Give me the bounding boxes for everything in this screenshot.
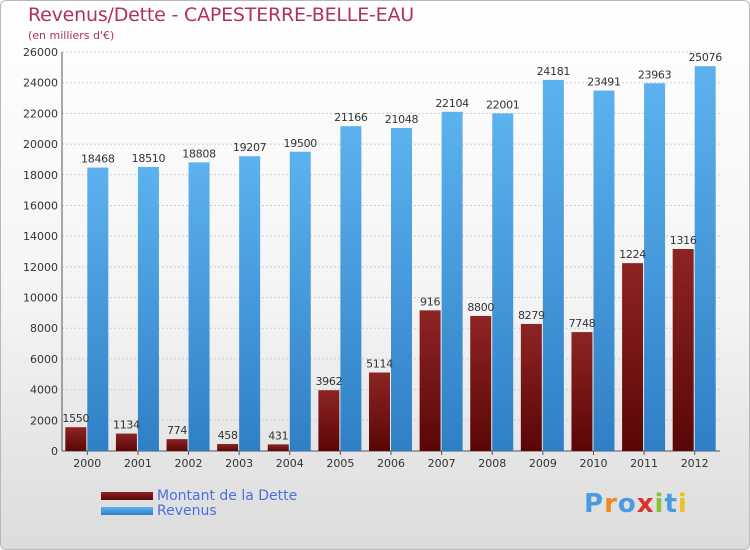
- logo-letter: r: [604, 489, 618, 519]
- data-label-dette-2004: 431: [268, 429, 288, 442]
- data-label-revenus-2008: 22001: [486, 98, 520, 111]
- bar-revenus-2005: [340, 126, 362, 452]
- y-tick-label: 2000: [30, 414, 58, 427]
- data-label-dette-2008: 8800: [467, 301, 494, 314]
- logo-letter: i: [654, 489, 665, 519]
- y-tick-label: 22000: [23, 107, 58, 120]
- chart-subtitle: (en milliers d'€): [28, 29, 115, 42]
- bar-revenus-2002: [188, 162, 210, 451]
- data-label-dette-2009: 8279: [518, 309, 545, 322]
- bar-revenus-2009: [542, 79, 564, 451]
- chart-title: Revenus/Dette - CAPESTERRE-BELLE-EAU: [28, 4, 414, 26]
- bar-revenus-2012: [694, 66, 716, 452]
- x-tick-label: 2010: [579, 457, 607, 470]
- y-tick-label: 14000: [23, 230, 58, 243]
- data-label-revenus-2002: 18808: [182, 147, 216, 160]
- data-label-revenus-2006: 21048: [385, 113, 419, 126]
- x-tick-label: 2009: [529, 457, 557, 470]
- data-label-revenus-2004: 19500: [284, 137, 318, 150]
- x-tick-label: 2008: [478, 457, 506, 470]
- data-label-revenus-2009: 24181: [537, 65, 571, 78]
- data-label-revenus-2011: 23963: [638, 68, 672, 81]
- data-label-dette-2005: 3962: [315, 375, 342, 388]
- bar-dette-2001: [115, 433, 137, 451]
- legend-swatch-revenus: [101, 506, 153, 515]
- y-tick-label: 20000: [23, 138, 58, 151]
- x-tick-label: 2000: [73, 457, 101, 470]
- bar-revenus-2008: [492, 113, 514, 452]
- y-tick-label: 24000: [23, 77, 58, 90]
- bar-revenus-2011: [644, 83, 666, 451]
- data-label-revenus-2000: 18468: [81, 153, 115, 166]
- bar-dette-2008: [470, 315, 492, 451]
- logo-letter: o: [617, 489, 637, 519]
- bar-dette-2006: [369, 372, 390, 451]
- data-label-dette-2006: 5114: [366, 358, 393, 371]
- bar-revenus-2006: [391, 127, 412, 452]
- bar-dette-2005: [318, 390, 340, 451]
- legend-item-revenus: Revenus: [101, 502, 297, 519]
- proxiti-logo: Proxiti: [584, 489, 688, 519]
- bar-revenus-2000: [87, 167, 109, 452]
- data-label-revenus-2001: 18510: [132, 152, 166, 165]
- data-label-revenus-2007: 22104: [435, 97, 469, 110]
- bar-revenus-2001: [137, 166, 159, 451]
- data-label-revenus-2005: 21166: [334, 111, 368, 124]
- legend-swatch-dette: [101, 491, 153, 500]
- logo-letter: x: [636, 489, 655, 519]
- y-tick-label: 10000: [23, 292, 58, 305]
- data-label-dette-2007: 916: [420, 295, 440, 308]
- y-tick-label: 18000: [23, 169, 58, 182]
- bar-dette-2007: [419, 310, 441, 451]
- data-label-revenus-2003: 19207: [233, 141, 267, 154]
- bar-revenus-2003: [239, 156, 261, 451]
- bar-dette-2010: [571, 332, 593, 451]
- logo-letter: t: [664, 489, 678, 519]
- logo-letter: P: [584, 489, 605, 519]
- bar-dette-2004: [267, 444, 289, 451]
- bar-dette-2012: [672, 248, 694, 451]
- y-tick-label: 16000: [23, 199, 58, 212]
- data-label-dette-2012: 1316: [670, 234, 697, 247]
- bar-revenus-2010: [593, 90, 615, 451]
- data-label-dette-2003: 458: [218, 429, 238, 442]
- x-tick-label: 2011: [630, 457, 658, 470]
- x-tick-label: 2012: [681, 457, 709, 470]
- data-label-revenus-2010: 23491: [587, 76, 621, 89]
- data-label-dette-2000: 1550: [62, 412, 89, 425]
- bar-revenus-2007: [441, 111, 463, 452]
- y-tick-label: 6000: [30, 353, 58, 366]
- logo-letter: i: [677, 489, 688, 519]
- chart-legend: Montant de la Dette Revenus: [101, 487, 298, 519]
- legend-item-dette: Montant de la Dette: [101, 487, 298, 504]
- x-tick-label: 2002: [175, 457, 203, 470]
- data-label-revenus-2012: 25076: [688, 51, 722, 64]
- y-tick-label: 12000: [23, 261, 58, 274]
- data-label-dette-2001: 1134: [113, 419, 140, 432]
- bar-dette-2002: [166, 439, 188, 451]
- x-tick-label: 2005: [326, 457, 354, 470]
- y-tick-label: 4000: [30, 384, 58, 397]
- x-tick-label: 2003: [225, 457, 253, 470]
- data-label-dette-2002: 774: [167, 424, 187, 437]
- x-tick-label: 2007: [428, 457, 456, 470]
- bar-dette-2003: [217, 443, 239, 451]
- data-label-dette-2010: 7748: [569, 317, 596, 330]
- legend-label-revenus: Revenus: [157, 502, 217, 519]
- x-tick-label: 2004: [276, 457, 304, 470]
- bar-dette-2011: [622, 263, 644, 451]
- legend-label-dette: Montant de la Dette: [157, 487, 298, 504]
- data-label-dette-2011: 1224: [619, 248, 646, 261]
- bar-dette-2009: [520, 323, 542, 451]
- y-tick-label: 8000: [30, 322, 58, 335]
- bar-revenus-2004: [289, 151, 311, 451]
- y-tick-label: 26000: [23, 46, 58, 59]
- x-tick-label: 2006: [377, 457, 405, 470]
- x-tick-label: 2001: [124, 457, 152, 470]
- y-tick-label: 0: [51, 445, 58, 458]
- bar-dette-2000: [65, 427, 87, 451]
